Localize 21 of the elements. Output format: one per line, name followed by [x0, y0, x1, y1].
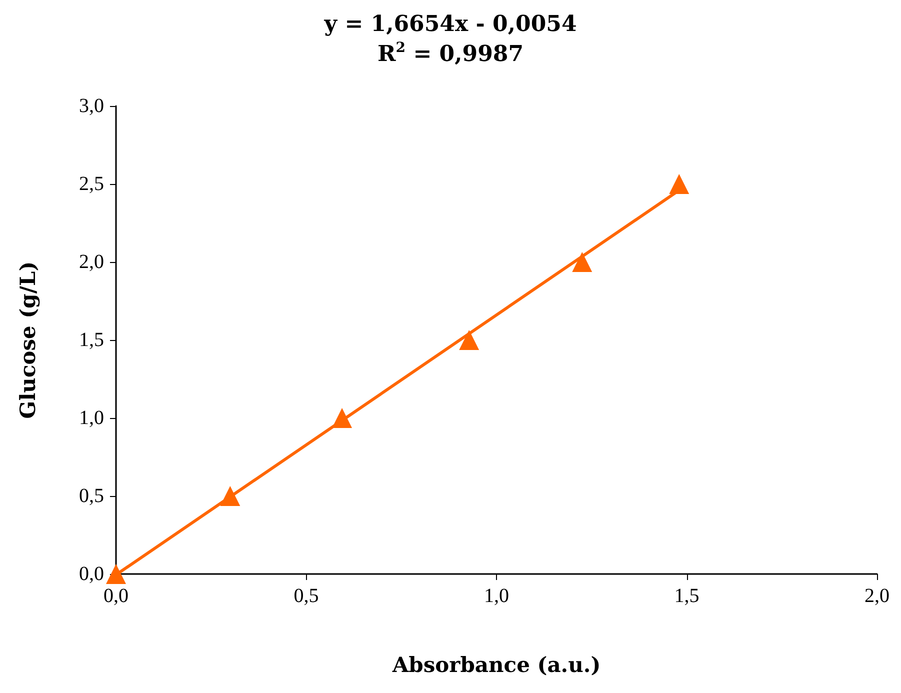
- point: [220, 486, 240, 506]
- y-tick-label: 0,0: [79, 563, 104, 585]
- y-tick-label: 1,0: [79, 407, 104, 429]
- x-tick-label: 0,5: [294, 585, 319, 607]
- x-tick-label: 1,5: [674, 585, 700, 607]
- point: [572, 252, 592, 272]
- y-tick-label: 0,5: [79, 485, 104, 507]
- x-tick-label: 0,0: [104, 585, 128, 607]
- x-tick-label: 1,0: [484, 585, 509, 607]
- point: [459, 330, 480, 350]
- x-axis-title: Absorbance (a.u.): [391, 652, 601, 677]
- point: [669, 174, 690, 194]
- x-tick-label: 2,0: [864, 585, 890, 607]
- chart-title: y = 1,6654x - 0,0054: [323, 11, 577, 37]
- y-axis-title: Glucose (g/L): [15, 261, 40, 419]
- y-tick-label: 3,0: [79, 95, 104, 117]
- y-tick-label: 2,0: [79, 251, 104, 273]
- point: [106, 564, 126, 584]
- y-tick-label: 1,5: [79, 329, 104, 351]
- point: [332, 408, 352, 428]
- y-tick-label: 2,5: [79, 173, 104, 195]
